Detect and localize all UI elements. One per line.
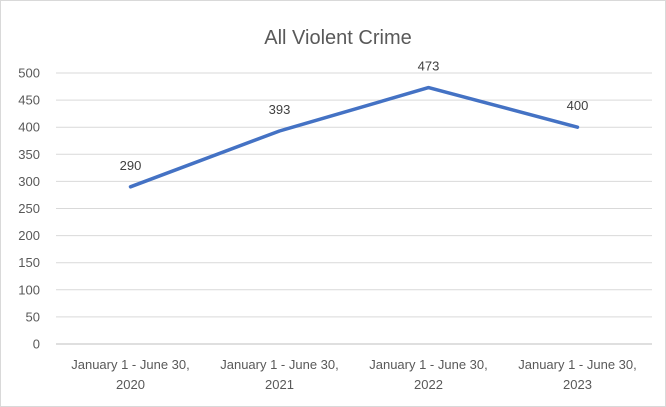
series-lines <box>128 85 580 189</box>
x-tick-label-line: January 1 - June 30, <box>220 357 339 372</box>
x-tick-label: January 1 - June 30, 2020 <box>71 357 190 392</box>
y-tick-label: 100 <box>18 282 40 297</box>
x-tick-label: January 1 - June 30, 2022 <box>369 357 488 392</box>
y-tick-label: 150 <box>18 255 40 270</box>
x-tick-label: January 1 - June 30, 2023 <box>518 357 637 392</box>
series-line <box>128 85 580 189</box>
y-tick-label: 200 <box>18 228 40 243</box>
y-tick-label: 300 <box>18 174 40 189</box>
x-tick-label-line: 2021 <box>265 377 294 392</box>
data-label: 400 <box>567 98 589 113</box>
x-tick-label-line: January 1 - June 30, <box>518 357 637 372</box>
data-labels: 290 393 473 400 <box>120 59 589 173</box>
gridlines <box>56 72 652 345</box>
data-label: 473 <box>418 59 440 74</box>
x-tick-label-line: January 1 - June 30, <box>71 357 190 372</box>
x-tick-label-line: January 1 - June 30, <box>369 357 488 372</box>
y-tick-label: 350 <box>18 147 40 162</box>
data-label: 290 <box>120 158 142 173</box>
y-tick-label: 250 <box>18 201 40 216</box>
y-axis-tick-labels: 0 50 100 150 200 250 300 350 400 450 500 <box>18 66 40 352</box>
x-tick-label: January 1 - June 30, 2021 <box>220 357 339 392</box>
y-tick-label: 50 <box>26 309 40 324</box>
chart-title: All Violent Crime <box>264 27 411 49</box>
y-tick-label: 400 <box>18 120 40 135</box>
y-tick-label: 450 <box>18 93 40 108</box>
x-tick-label-line: 2023 <box>563 377 592 392</box>
y-tick-label: 0 <box>33 337 40 352</box>
data-label: 393 <box>269 102 291 117</box>
y-tick-label: 500 <box>18 66 40 81</box>
x-tick-label-line: 2020 <box>116 377 145 392</box>
x-tick-label-line: 2022 <box>414 377 443 392</box>
